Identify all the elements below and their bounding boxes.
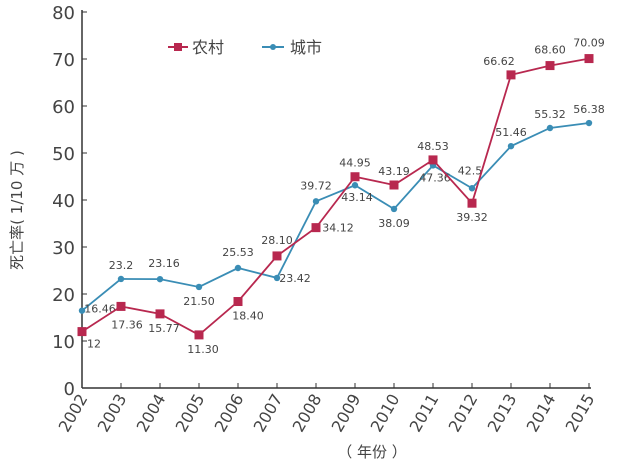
data-label: 48.53 (417, 140, 449, 153)
data-label: 23.2 (109, 259, 134, 272)
y-tick-label: 70 (52, 50, 75, 71)
data-label: 38.09 (378, 217, 410, 230)
data-label: 51.46 (495, 126, 527, 139)
data-point (234, 264, 242, 272)
x-tick-label: 2008 (289, 391, 326, 436)
data-label: 12 (87, 338, 101, 351)
data-point (428, 155, 438, 165)
data-label: 44.95 (339, 157, 371, 170)
data-point (506, 70, 516, 80)
data-label: 42.5 (458, 164, 483, 177)
x-tick-label: 2015 (562, 391, 599, 436)
data-label: 11.30 (187, 343, 219, 356)
y-tick-label: 30 (52, 238, 75, 259)
x-axis-label: （ 年份 ） (337, 443, 407, 461)
x-tick-label: 2004 (133, 391, 170, 436)
data-label: 17.36 (111, 318, 143, 331)
plot-area: 16.46 23.2 23.16 21.50 25.53 23.42 39.72 43.14 3… (77, 37, 605, 356)
x-tick-label: 2009 (328, 391, 365, 436)
series-line-1 (81, 122, 590, 312)
data-point (468, 185, 476, 192)
data-label: 21.50 (183, 295, 215, 308)
legend-label-rural: 农村 (192, 38, 224, 57)
data-label: 28.10 (261, 234, 293, 247)
data-point (546, 124, 554, 132)
data-label: 43.14 (341, 191, 373, 204)
data-point (467, 198, 477, 208)
data-label: 39.72 (300, 179, 332, 192)
data-point (155, 309, 165, 319)
legend-label-urban: 城市 (290, 38, 322, 57)
data-point (156, 275, 164, 283)
y-tick-label: 10 (52, 332, 75, 353)
x-tick-label: 2012 (445, 391, 482, 436)
data-label: 68.60 (534, 44, 566, 57)
data-label: 39.32 (456, 211, 488, 224)
data-point (389, 180, 399, 190)
data-point (77, 327, 87, 337)
data-label: 15.77 (148, 322, 180, 335)
data-point (116, 301, 126, 311)
y-tick-label: 80 (52, 3, 75, 24)
data-point (311, 223, 321, 233)
x-tick-label: 2007 (250, 391, 287, 436)
y-tick-label: 50 (52, 144, 75, 165)
data-point (545, 61, 555, 71)
data-label: 25.53 (222, 246, 254, 259)
x-tick-label: 2003 (94, 391, 131, 436)
x-tick-label: 2011 (406, 391, 443, 436)
data-point (233, 297, 243, 307)
data-point (390, 205, 398, 213)
data-label: 23.42 (279, 272, 311, 285)
y-axis-label: 死亡率( 1/10 万 ) (8, 150, 26, 270)
data-point (195, 283, 203, 291)
data-label: 66.62 (483, 55, 515, 68)
x-tick-label: 2010 (367, 391, 404, 436)
x-tick-label: 2013 (484, 391, 521, 436)
legend-marker-urban (270, 44, 276, 50)
data-point (117, 275, 125, 283)
data-point (194, 330, 204, 340)
data-point (78, 307, 86, 314)
x-tick-label: 2005 (172, 391, 209, 436)
data-point (312, 198, 320, 205)
data-label: 18.40 (232, 310, 264, 323)
data-label: 23.16 (148, 257, 180, 270)
x-tick-label: 2002 (55, 391, 92, 436)
data-label: 47.36 (419, 171, 451, 184)
data-label: 70.09 (573, 37, 605, 50)
data-point (350, 172, 360, 182)
data-label: 34.12 (322, 222, 354, 235)
y-tick-label: 0 (64, 379, 75, 400)
data-label: 56.38 (573, 103, 605, 116)
data-point (273, 274, 281, 282)
data-point (351, 182, 359, 189)
data-label: 43.19 (378, 165, 410, 178)
x-tick-label: 2006 (211, 391, 248, 436)
y-tick-label: 60 (52, 97, 75, 118)
y-tick-label: 20 (52, 285, 75, 306)
data-point (272, 251, 282, 261)
data-point (507, 142, 515, 150)
data-label: 16.46 (84, 303, 116, 316)
x-tick-label: 2014 (523, 391, 560, 436)
y-tick-label: 40 (52, 191, 75, 212)
series-line-0 (81, 57, 590, 336)
data-point (585, 119, 593, 127)
data-point (584, 54, 594, 64)
data-label: 55.32 (534, 108, 566, 121)
legend: 农村 城市 (168, 38, 322, 57)
legend-marker-rural (174, 43, 182, 51)
